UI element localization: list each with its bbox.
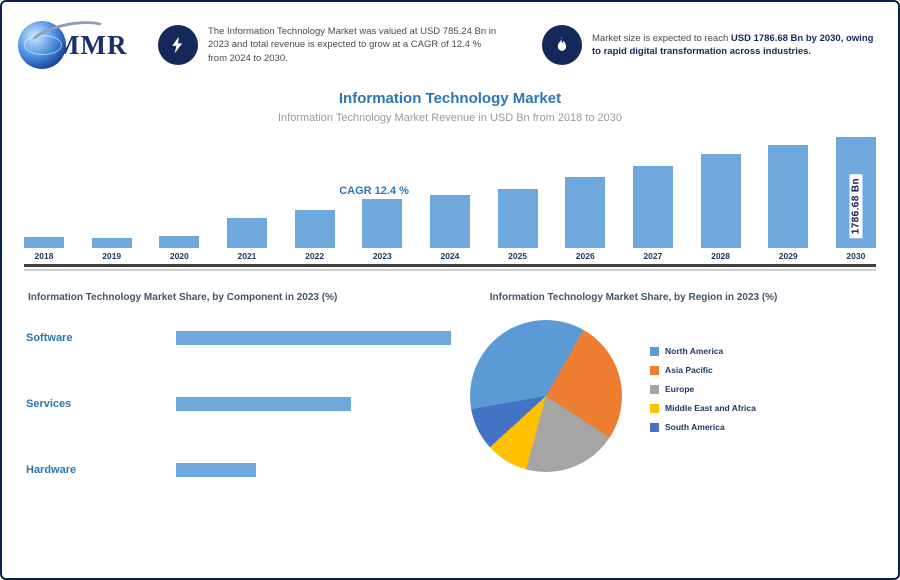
legend-item: Europe [650,384,756,394]
stat-forecast: Market size is expected to reach USD 178… [542,25,882,65]
bar-column [159,235,200,248]
bar [768,145,809,248]
bar-column [91,237,132,248]
hbar-label: Services [26,398,72,410]
legend-swatch [650,346,659,356]
hbar-row: Software [26,330,476,346]
x-axis-label: 2020 [169,251,189,261]
stat-forecast-emphasis: USD 1786.68 Bn by 2030, owing to rapid d… [592,32,874,57]
bar-column [226,217,267,248]
legend-label: Middle East and Africa [665,403,756,413]
region-pie-block: North America Asia Pacific Europe Middle Ea… [470,320,756,472]
cagr-annotation: CAGR 12.4 % [339,185,409,197]
hbar [176,397,351,411]
bar [159,235,200,248]
market-revenue-bar-chart: CAGR 12.4 % 1786.68 Bn 2018 2019 2020 2021 2… [24,130,876,271]
bar [497,188,538,248]
lightning-icon [158,25,198,65]
bar-column [294,209,335,248]
globe-icon [18,21,66,69]
stat-forecast-lead: Market size is expected to reach [592,32,731,44]
legend-label: South America [665,422,725,432]
bar [429,195,470,248]
bar [565,176,606,248]
legend-swatch [650,403,659,413]
bar [700,153,741,248]
bar-column [497,188,538,248]
x-axis-line [24,264,876,267]
bar-column [700,153,741,248]
pie-legend: North America Asia Pacific Europe Middle Ea… [650,346,756,472]
x-axis-label: 2028 [711,251,731,261]
pie-chart [470,320,622,472]
legend-item: North America [650,346,756,356]
bar-column: 1786.68 Bn [835,137,876,248]
hbar-label: Hardware [26,464,77,476]
bar [226,217,267,248]
bar [294,209,335,248]
stat-market-value-text: The Information Technology Market was va… [208,26,497,64]
stat-market-value: The Information Technology Market was va… [158,25,498,65]
header: MMR The Information Technology Market wa… [18,12,882,78]
x-axis-label: 2021 [237,251,257,261]
bar [632,166,673,248]
legend-item: Asia Pacific [650,365,756,375]
legend-swatch [650,365,659,375]
bar [24,236,64,248]
legend-swatch [650,422,659,432]
hbar-row: Services [26,396,476,412]
bar-column [429,195,470,248]
legend-label: Europe [665,384,695,394]
bar-column [565,176,606,248]
hbar [176,331,451,345]
x-axis-label: 2027 [643,251,663,261]
bar [362,199,403,248]
bar-column [632,166,673,248]
section-headings: Information Technology Market Share, by … [28,292,872,303]
hbar [176,463,256,477]
x-axis-label: 2022 [305,251,325,261]
page-subtitle: Information Technology Market Revenue in… [277,112,623,124]
legend-item: Middle East and Africa [650,403,756,413]
legend-label: North America [665,346,724,356]
x-axis-label: 2019 [102,251,122,261]
flame-icon [542,25,582,65]
legend-item: South America [650,422,756,432]
x-axis-label: 2026 [575,251,595,261]
bar-column [362,199,403,248]
x-axis-shadow [24,269,876,271]
bar-column [768,145,809,248]
hbar-rows: Software Services Hardware [26,330,476,528]
bar-value-label: 1786.68 Bn [849,173,863,238]
brand-logo: MMR [18,14,140,69]
hbar-label: Software [26,332,73,344]
bar-plot: 1786.68 Bn [24,130,876,248]
x-axis-label: 2029 [778,251,798,261]
legend-swatch [650,384,659,394]
hbar-row: Hardware [26,462,476,478]
x-axis-label: 2024 [440,251,460,261]
x-axis-label: 2018 [34,251,54,261]
x-axis-label: 2023 [372,251,392,261]
bar-column [24,236,64,248]
region-chart-title: Information Technology Market Share, by … [489,292,778,303]
logo-text: MMR [54,29,128,60]
header-stats: The Information Technology Market was va… [158,25,882,65]
x-axis-label: 2025 [508,251,528,261]
bar [91,237,132,248]
page-title: Information Technology Market [338,90,562,107]
bar-xlabels: 2018 2019 2020 2021 2022 2023 2024 2025 2026 2027… [24,251,876,261]
stat-forecast-text: Market size is expected to reach USD 178… [592,32,882,59]
legend-label: Asia Pacific [665,365,713,375]
component-chart-title: Information Technology Market Share, by … [28,292,338,303]
x-axis-label: 2030 [846,251,866,261]
